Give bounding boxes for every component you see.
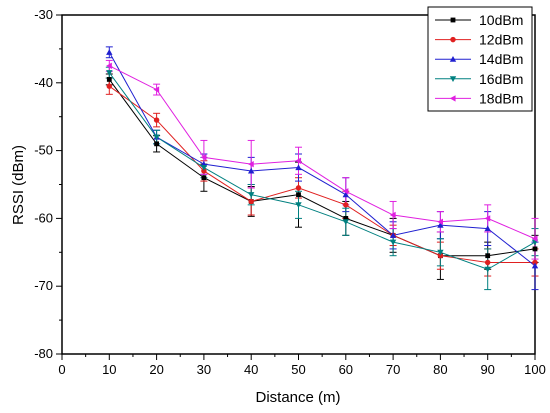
data-point-14dbm [437,221,444,228]
data-point-10dbm [485,253,491,259]
axes: 0 10 20 30 40 50 60 70 80 90 100 -80 -70 -60 -50 -40 -30 [34,7,546,377]
data-point-14dbm [342,191,349,198]
data-point-14dbm [295,164,302,171]
x-axis-title: Distance (m) [255,389,340,406]
data-point-16dbm [484,266,491,273]
legend-label-10dbm: 10dBm [479,12,523,28]
data-point-10dbm [296,192,301,198]
x-tick-label: 60 [339,362,353,377]
y-tick-label: -50 [34,143,53,158]
legend-label-12dbm: 12dBm [479,32,523,48]
legend-label-18dbm: 18dBm [479,90,523,106]
data-point-18dbm [295,157,302,164]
data-point-16dbm [342,219,349,225]
series-line-18dbm [109,65,536,240]
data-point-18dbm [153,86,160,93]
data-point-10dbm [201,175,207,181]
series-markers [106,49,539,273]
data-point-16dbm [389,239,397,246]
legend-marker-10dbm [450,17,456,23]
y-tick-label: -70 [34,278,53,293]
data-point-16dbm [248,192,255,198]
series-line-16dbm [108,72,536,270]
series-line-10dbm [108,79,536,257]
x-tick-label: 30 [197,362,211,377]
data-point-16dbm [106,70,113,76]
x-tick-label: 70 [386,362,400,377]
series-line-14dbm [108,52,536,267]
data-point-16dbm [295,202,302,209]
data-point-14dbm [389,232,397,238]
data-point-18dbm [389,211,396,219]
data-point-10dbm [532,246,538,252]
data-point-18dbm [248,160,254,168]
y-tick-label: -30 [34,7,53,22]
x-tick-label: 90 [480,362,494,377]
x-tick-label: 0 [58,362,65,377]
series-lines [108,52,536,270]
data-point-12dbm [248,198,254,205]
data-point-18dbm [531,235,538,242]
series-line-12dbm [109,85,535,263]
data-point-18dbm [106,62,112,70]
data-point-12dbm [153,117,160,123]
x-tick-label: 80 [433,362,447,377]
legend-marker-14dbm [449,56,457,62]
x-tick-label: 10 [102,362,116,377]
data-point-16dbm [200,164,208,171]
data-point-14dbm [484,225,491,232]
x-tick-label: 100 [524,362,546,377]
x-tick-label: 20 [149,362,163,377]
x-tick-label: 40 [244,362,258,377]
data-point-16dbm [437,249,444,256]
y-axis-title: RSSI (dBm) [10,145,27,225]
legend-label-16dbm: 16dBm [479,71,523,87]
data-point-18dbm [200,154,207,161]
y-tick-label: -60 [34,210,53,225]
data-point-10dbm [106,77,112,82]
data-point-12dbm [201,168,207,174]
data-point-10dbm [343,216,349,221]
data-point-14dbm [106,49,113,55]
legend-marker-16dbm [449,76,457,82]
y-tick-label: -80 [34,346,53,361]
data-point-12dbm [532,259,538,266]
legend-marker-18dbm [449,95,456,102]
y-tick-label: -40 [34,75,53,90]
data-point-12dbm [437,252,444,259]
x-tick-label: 50 [291,362,305,377]
data-point-16dbm [153,134,160,141]
legend-marker-12dbm [450,36,456,43]
data-point-14dbm [248,167,255,174]
data-point-14dbm [531,262,539,269]
data-point-12dbm [295,185,302,191]
data-point-18dbm [437,218,443,225]
data-point-12dbm [106,83,113,89]
data-point-10dbm [154,141,159,147]
legend-label-14dbm: 14dBm [479,51,523,67]
data-point-18dbm [342,188,349,195]
legend: 10dBm 12dBm 14dBm 16dBm 18dBm [427,6,533,112]
data-point-12dbm [343,202,349,208]
data-point-12dbm [484,259,491,266]
data-point-18dbm [484,215,491,222]
